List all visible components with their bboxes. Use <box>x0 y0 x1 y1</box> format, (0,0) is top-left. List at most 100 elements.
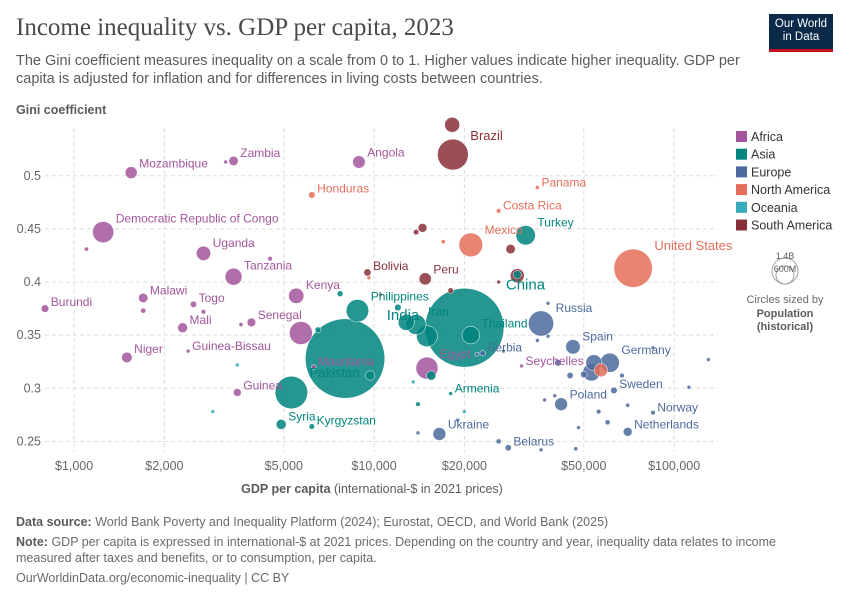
data-point[interactable] <box>479 350 486 357</box>
data-point[interactable] <box>535 185 540 190</box>
data-point[interactable] <box>625 402 631 408</box>
data-point[interactable] <box>650 345 656 351</box>
data-point[interactable] <box>138 293 149 303</box>
data-point[interactable] <box>573 446 579 452</box>
data-point[interactable] <box>210 409 216 414</box>
data-point[interactable] <box>40 304 50 313</box>
data-point[interactable] <box>432 427 447 441</box>
data-point[interactable] <box>223 159 228 165</box>
data-point[interactable] <box>235 362 240 368</box>
data-point[interactable] <box>528 310 554 337</box>
data-point[interactable] <box>515 225 536 246</box>
data-point[interactable] <box>345 299 369 323</box>
legend-item-label[interactable]: Oceania <box>751 201 798 215</box>
data-point[interactable] <box>305 318 385 399</box>
data-point[interactable] <box>622 427 633 437</box>
legend-item-label[interactable]: Africa <box>751 130 783 144</box>
data-point[interactable] <box>440 239 446 245</box>
data-point[interactable] <box>538 447 544 453</box>
data-point[interactable] <box>228 155 239 166</box>
data-point[interactable] <box>426 370 437 381</box>
data-point[interactable] <box>594 363 608 378</box>
data-point[interactable] <box>365 370 376 381</box>
data-point[interactable] <box>366 275 372 281</box>
data-point[interactable] <box>504 444 512 452</box>
data-point[interactable] <box>542 397 547 403</box>
owid-logo[interactable]: Our World in Data <box>769 14 833 52</box>
data-point[interactable] <box>580 370 588 379</box>
data-point[interactable] <box>224 268 243 286</box>
data-point[interactable] <box>246 317 256 327</box>
data-point[interactable] <box>519 363 524 369</box>
data-point[interactable] <box>566 372 574 379</box>
data-point[interactable] <box>190 300 197 308</box>
data-point[interactable] <box>552 393 558 398</box>
data-point[interactable] <box>314 326 322 334</box>
data-point[interactable] <box>288 287 305 304</box>
data-point[interactable] <box>545 301 551 306</box>
data-point[interactable] <box>394 303 402 312</box>
data-point[interactable] <box>238 322 244 327</box>
data-point[interactable] <box>576 425 581 430</box>
data-point[interactable] <box>501 348 506 354</box>
legend-item-label[interactable]: Europe <box>751 165 791 179</box>
data-point[interactable] <box>308 191 316 199</box>
data-point[interactable] <box>686 384 692 390</box>
data-point[interactable] <box>92 221 115 243</box>
data-point[interactable] <box>604 419 611 426</box>
data-point[interactable] <box>275 419 287 430</box>
data-point[interactable] <box>124 166 138 179</box>
data-point[interactable] <box>415 401 421 407</box>
data-point[interactable] <box>461 326 480 345</box>
data-point[interactable] <box>410 379 416 385</box>
data-point[interactable] <box>512 270 522 279</box>
data-point[interactable] <box>613 248 653 288</box>
data-point[interactable] <box>185 348 191 354</box>
data-point[interactable] <box>417 223 428 233</box>
data-point[interactable] <box>397 314 415 331</box>
data-point[interactable] <box>448 391 453 396</box>
data-point[interactable] <box>336 290 344 297</box>
data-point[interactable] <box>308 423 315 430</box>
data-point[interactable] <box>200 309 207 315</box>
data-point[interactable] <box>495 438 502 445</box>
data-point[interactable] <box>289 321 313 345</box>
data-point[interactable] <box>378 292 383 298</box>
data-point[interactable] <box>415 430 421 436</box>
data-point[interactable] <box>311 364 317 370</box>
data-point[interactable] <box>84 246 89 252</box>
data-point[interactable] <box>706 357 711 362</box>
data-point[interactable] <box>545 333 551 339</box>
data-point[interactable] <box>140 307 147 314</box>
data-point[interactable] <box>196 245 211 261</box>
data-point[interactable] <box>418 272 432 286</box>
data-point[interactable] <box>535 338 540 343</box>
data-point[interactable] <box>121 351 133 363</box>
data-point[interactable] <box>177 322 188 333</box>
data-point[interactable] <box>565 339 581 355</box>
data-point[interactable] <box>505 244 516 255</box>
data-point[interactable] <box>458 232 483 257</box>
legend-item-label[interactable]: North America <box>751 183 830 197</box>
data-point[interactable] <box>413 229 420 236</box>
data-point[interactable] <box>437 138 469 171</box>
data-point[interactable] <box>462 409 467 414</box>
legend-item-label[interactable]: Asia <box>751 148 775 162</box>
data-point[interactable] <box>610 386 618 394</box>
legend-item-label[interactable]: South America <box>751 219 832 233</box>
data-point[interactable] <box>274 375 308 410</box>
data-point[interactable] <box>554 397 568 411</box>
data-point[interactable] <box>650 410 656 416</box>
footer-link[interactable]: OurWorldinData.org/economic-inequality |… <box>16 571 290 585</box>
data-point[interactable] <box>444 116 460 133</box>
data-point[interactable] <box>619 372 625 379</box>
data-point[interactable] <box>554 359 562 367</box>
data-point[interactable] <box>447 287 454 294</box>
data-point[interactable] <box>352 155 366 169</box>
data-point[interactable] <box>267 256 273 262</box>
data-point[interactable] <box>455 417 461 423</box>
data-point[interactable] <box>596 409 602 415</box>
data-point[interactable] <box>496 279 501 285</box>
data-point[interactable] <box>363 268 372 277</box>
data-point[interactable] <box>496 208 502 214</box>
